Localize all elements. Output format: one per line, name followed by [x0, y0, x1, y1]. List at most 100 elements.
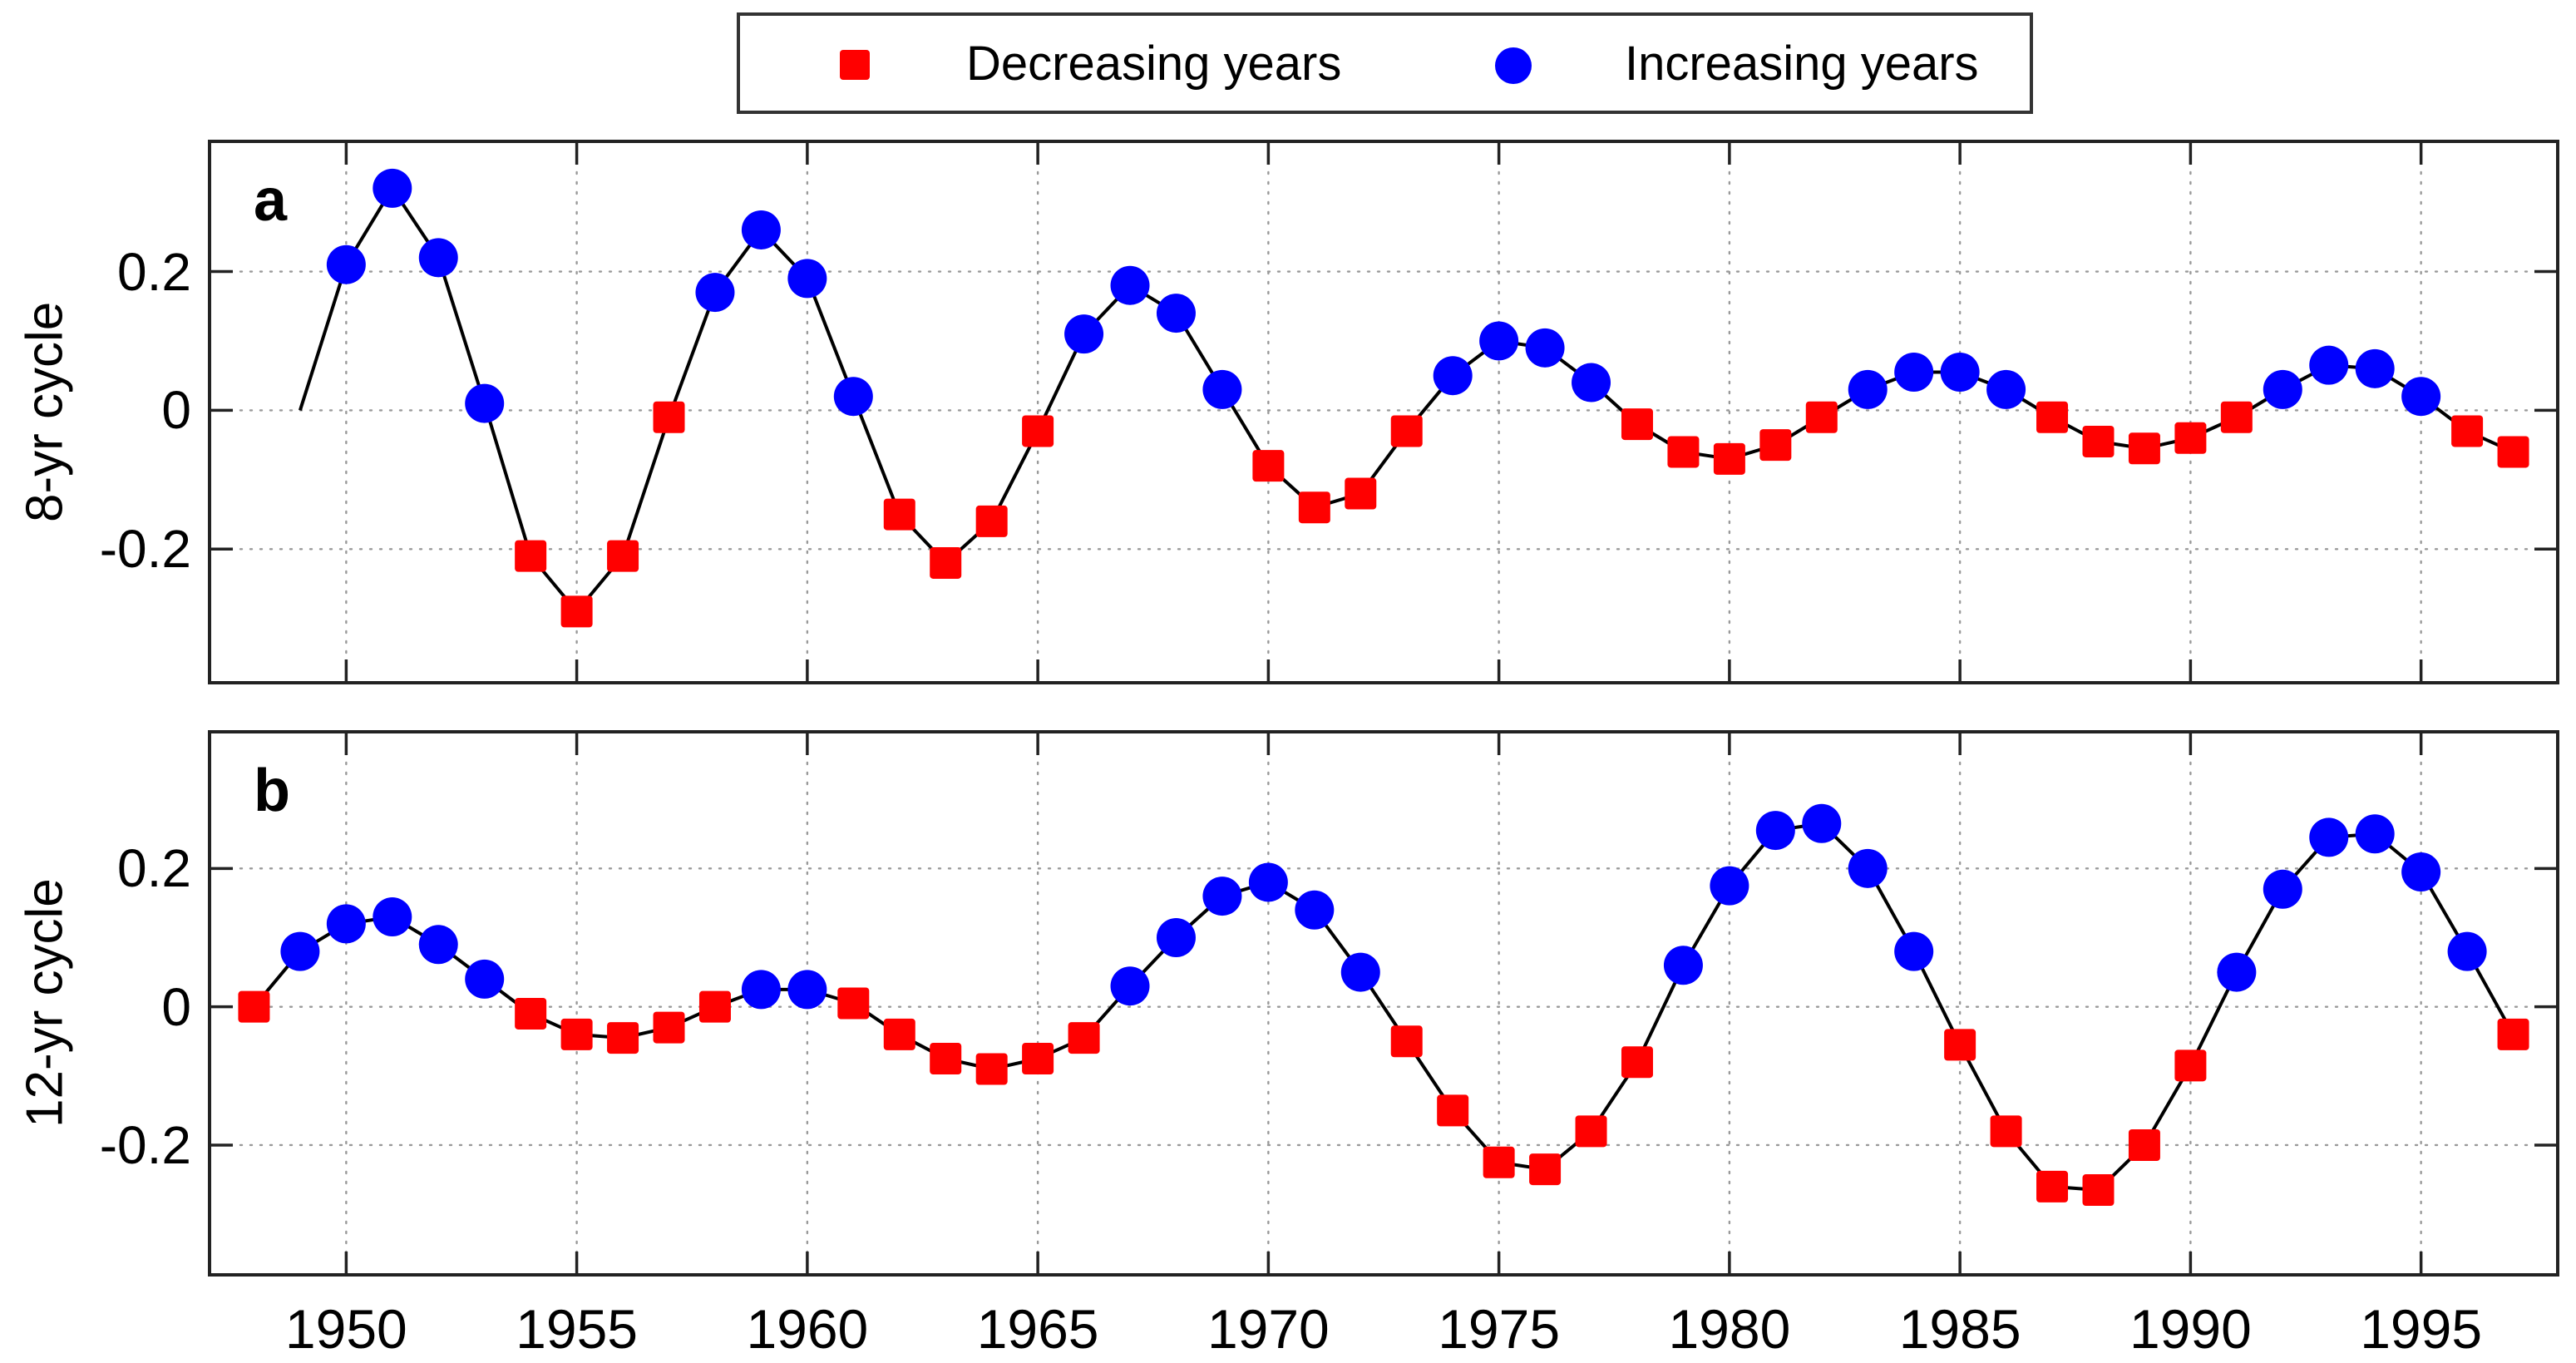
data-point-increasing — [1572, 363, 1611, 402]
data-point-increasing — [1986, 369, 2026, 409]
data-point-decreasing — [1990, 1115, 2022, 1148]
data-point-increasing — [1848, 848, 1888, 888]
data-point-increasing — [787, 970, 827, 1010]
cycle-line — [252, 822, 2515, 1193]
data-point-increasing — [1663, 946, 1703, 985]
data-point-decreasing — [837, 987, 870, 1020]
data-point-decreasing — [1390, 415, 1423, 447]
data-point-increasing — [2401, 852, 2441, 891]
data-point-increasing — [695, 273, 735, 313]
data-point-decreasing — [1483, 1146, 1515, 1178]
data-point-decreasing — [653, 1011, 685, 1044]
decreasing-square-icon — [840, 50, 870, 80]
data-point-decreasing — [2220, 401, 2253, 433]
data-point-decreasing — [2497, 436, 2529, 468]
data-point-decreasing — [1621, 408, 1653, 441]
x-tick-label: 1975 — [1438, 1298, 1561, 1360]
data-point-decreasing — [883, 498, 915, 531]
data-point-decreasing — [515, 540, 547, 572]
data-point-decreasing — [698, 990, 731, 1023]
data-point-decreasing — [1713, 442, 1745, 475]
data-point-decreasing — [1298, 491, 1330, 524]
data-point-decreasing — [1022, 415, 1054, 447]
data-point-increasing — [418, 925, 458, 965]
data-point-increasing — [2355, 348, 2395, 388]
data-point-increasing — [1848, 369, 1888, 409]
data-point-decreasing — [653, 401, 685, 433]
data-point-decreasing — [2497, 1018, 2529, 1050]
data-point-decreasing — [560, 595, 593, 628]
axes-frame — [208, 730, 2559, 1277]
data-point-increasing — [2309, 345, 2349, 385]
x-tick-label: 1985 — [1898, 1298, 2021, 1360]
data-point-decreasing — [1345, 477, 1377, 510]
y-tick-label: 0.2 — [117, 241, 191, 302]
data-point-increasing — [280, 931, 320, 971]
data-point-increasing — [2355, 814, 2395, 854]
panel-label-a: a — [254, 167, 288, 234]
data-point-increasing — [1479, 321, 1519, 361]
panel-label-b: b — [254, 758, 290, 824]
data-point-decreasing — [1667, 436, 1700, 468]
data-point-decreasing — [2082, 1174, 2115, 1207]
x-tick-label: 1995 — [2360, 1298, 2483, 1360]
y-tick-label: 0.2 — [117, 838, 191, 899]
data-point-increasing — [373, 897, 412, 937]
data-point-increasing — [1755, 811, 1795, 851]
data-point-increasing — [2447, 931, 2487, 971]
data-point-increasing — [326, 904, 366, 944]
data-point-increasing — [326, 244, 366, 284]
data-point-decreasing — [1390, 1025, 1423, 1058]
data-point-decreasing — [2128, 432, 2160, 465]
data-point-increasing — [833, 377, 873, 417]
data-point-increasing — [741, 210, 781, 249]
data-point-decreasing — [515, 997, 547, 1030]
y-tick-label: -0.2 — [99, 519, 191, 580]
data-point-decreasing — [2082, 425, 2115, 457]
data-point-increasing — [2309, 817, 2349, 857]
data-point-decreasing — [1621, 1046, 1653, 1079]
data-point-increasing — [1156, 294, 1196, 333]
data-point-decreasing — [607, 1022, 639, 1054]
data-point-increasing — [1295, 890, 1335, 930]
data-point-increasing — [1202, 877, 1242, 916]
data-point-decreasing — [2128, 1128, 2160, 1161]
x-tick-label: 1965 — [976, 1298, 1099, 1360]
data-point-increasing — [465, 959, 505, 999]
y-tick-label: 0 — [161, 380, 191, 441]
data-point-decreasing — [2174, 422, 2207, 454]
x-tick-label: 1960 — [746, 1298, 869, 1360]
data-point-increasing — [373, 168, 412, 208]
data-point-increasing — [2263, 369, 2302, 409]
data-point-increasing — [1110, 265, 1150, 305]
data-point-increasing — [1064, 314, 1104, 354]
data-point-decreasing — [1252, 450, 1285, 482]
data-point-increasing — [2263, 869, 2302, 909]
data-point-decreasing — [1437, 1094, 1469, 1127]
plot-area-b — [208, 730, 2559, 1277]
data-point-increasing — [1894, 931, 1934, 971]
data-point-increasing — [1248, 862, 1288, 902]
data-point-decreasing — [238, 990, 270, 1023]
data-point-increasing — [1525, 328, 1565, 368]
data-point-decreasing — [2036, 401, 2069, 433]
x-tick-label: 1980 — [1668, 1298, 1791, 1360]
data-point-increasing — [1156, 917, 1196, 957]
data-point-decreasing — [1944, 1029, 1976, 1061]
data-point-decreasing — [607, 540, 639, 572]
increasing-circle-icon — [1495, 47, 1532, 84]
data-point-increasing — [1802, 803, 1842, 843]
y-tick-label: -0.2 — [99, 1114, 191, 1175]
y-tick-label: 0 — [161, 976, 191, 1037]
data-point-increasing — [1940, 353, 1980, 393]
data-point-decreasing — [2174, 1049, 2207, 1082]
data-point-decreasing — [883, 1018, 915, 1050]
data-point-increasing — [741, 970, 781, 1010]
legend-label-decreasing: Decreasing years — [966, 36, 1342, 91]
data-point-increasing — [1110, 966, 1150, 1006]
data-point-increasing — [1340, 952, 1380, 992]
data-point-decreasing — [2451, 415, 2484, 447]
data-point-decreasing — [1759, 429, 1792, 462]
data-point-decreasing — [1805, 401, 1838, 433]
data-point-decreasing — [975, 505, 1008, 537]
